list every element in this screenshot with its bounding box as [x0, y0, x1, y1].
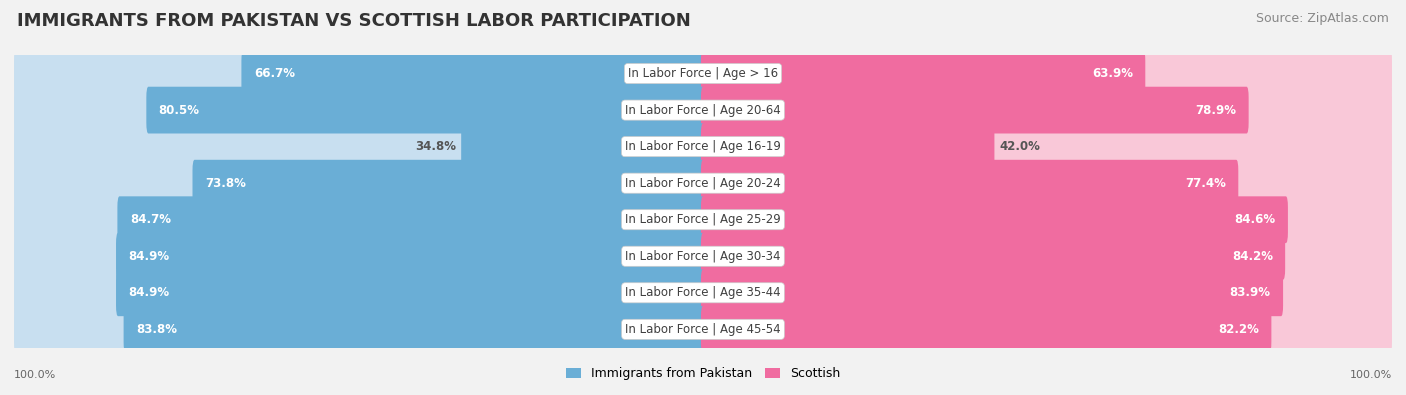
Text: 84.2%: 84.2% — [1232, 250, 1272, 263]
FancyBboxPatch shape — [702, 196, 1288, 243]
FancyBboxPatch shape — [461, 123, 704, 170]
FancyBboxPatch shape — [14, 196, 704, 243]
Text: 84.9%: 84.9% — [128, 250, 170, 263]
FancyBboxPatch shape — [14, 306, 704, 353]
FancyBboxPatch shape — [13, 297, 1393, 362]
Text: IMMIGRANTS FROM PAKISTAN VS SCOTTISH LABOR PARTICIPATION: IMMIGRANTS FROM PAKISTAN VS SCOTTISH LAB… — [17, 12, 690, 30]
Text: In Labor Force | Age 25-29: In Labor Force | Age 25-29 — [626, 213, 780, 226]
FancyBboxPatch shape — [146, 87, 704, 134]
FancyBboxPatch shape — [124, 306, 704, 353]
FancyBboxPatch shape — [13, 260, 1393, 325]
FancyBboxPatch shape — [14, 160, 704, 207]
FancyBboxPatch shape — [702, 233, 1392, 280]
FancyBboxPatch shape — [14, 50, 704, 97]
FancyBboxPatch shape — [702, 123, 994, 170]
FancyBboxPatch shape — [117, 233, 704, 280]
FancyBboxPatch shape — [14, 123, 704, 170]
Text: 77.4%: 77.4% — [1185, 177, 1226, 190]
Text: 84.7%: 84.7% — [129, 213, 170, 226]
Text: Source: ZipAtlas.com: Source: ZipAtlas.com — [1256, 12, 1389, 25]
FancyBboxPatch shape — [13, 114, 1393, 179]
Text: 42.0%: 42.0% — [1000, 140, 1040, 153]
FancyBboxPatch shape — [702, 269, 1392, 316]
FancyBboxPatch shape — [14, 233, 704, 280]
FancyBboxPatch shape — [702, 87, 1392, 134]
Text: 80.5%: 80.5% — [159, 103, 200, 117]
FancyBboxPatch shape — [117, 269, 704, 316]
Text: 84.6%: 84.6% — [1234, 213, 1275, 226]
Text: 78.9%: 78.9% — [1195, 103, 1236, 117]
Text: In Labor Force | Age 35-44: In Labor Force | Age 35-44 — [626, 286, 780, 299]
FancyBboxPatch shape — [702, 87, 1249, 134]
Text: 100.0%: 100.0% — [14, 370, 56, 380]
FancyBboxPatch shape — [118, 196, 704, 243]
FancyBboxPatch shape — [702, 123, 1392, 170]
Text: 73.8%: 73.8% — [205, 177, 246, 190]
FancyBboxPatch shape — [702, 306, 1392, 353]
Text: 34.8%: 34.8% — [415, 140, 457, 153]
Text: In Labor Force | Age 16-19: In Labor Force | Age 16-19 — [626, 140, 780, 153]
Legend: Immigrants from Pakistan, Scottish: Immigrants from Pakistan, Scottish — [561, 362, 845, 385]
Text: 84.9%: 84.9% — [128, 286, 170, 299]
Text: In Labor Force | Age 30-34: In Labor Force | Age 30-34 — [626, 250, 780, 263]
FancyBboxPatch shape — [702, 306, 1271, 353]
Text: 83.9%: 83.9% — [1230, 286, 1271, 299]
FancyBboxPatch shape — [13, 41, 1393, 106]
FancyBboxPatch shape — [14, 269, 704, 316]
FancyBboxPatch shape — [13, 187, 1393, 252]
FancyBboxPatch shape — [702, 50, 1146, 97]
Text: In Labor Force | Age 20-24: In Labor Force | Age 20-24 — [626, 177, 780, 190]
FancyBboxPatch shape — [702, 196, 1392, 243]
FancyBboxPatch shape — [193, 160, 704, 207]
FancyBboxPatch shape — [13, 77, 1393, 143]
FancyBboxPatch shape — [13, 150, 1393, 216]
FancyBboxPatch shape — [702, 233, 1285, 280]
FancyBboxPatch shape — [702, 160, 1392, 207]
Text: 63.9%: 63.9% — [1092, 67, 1133, 80]
Text: 83.8%: 83.8% — [136, 323, 177, 336]
Text: In Labor Force | Age 20-64: In Labor Force | Age 20-64 — [626, 103, 780, 117]
FancyBboxPatch shape — [242, 50, 704, 97]
Text: In Labor Force | Age 45-54: In Labor Force | Age 45-54 — [626, 323, 780, 336]
Text: 66.7%: 66.7% — [254, 67, 295, 80]
Text: In Labor Force | Age > 16: In Labor Force | Age > 16 — [628, 67, 778, 80]
FancyBboxPatch shape — [14, 87, 704, 134]
Text: 100.0%: 100.0% — [1350, 370, 1392, 380]
FancyBboxPatch shape — [13, 224, 1393, 289]
FancyBboxPatch shape — [702, 269, 1284, 316]
FancyBboxPatch shape — [702, 160, 1239, 207]
FancyBboxPatch shape — [702, 50, 1392, 97]
Text: 82.2%: 82.2% — [1218, 323, 1258, 336]
